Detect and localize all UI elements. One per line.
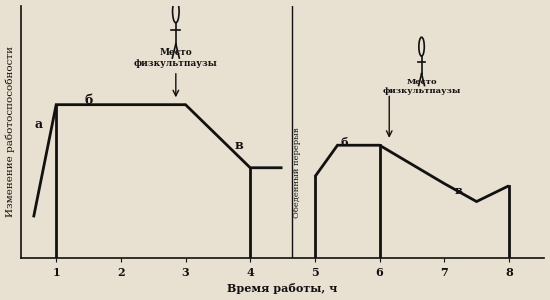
Text: Место
физкультпаузы: Место физкультпаузы — [382, 78, 461, 95]
Text: в: в — [234, 139, 243, 152]
Text: б: б — [84, 94, 92, 107]
Text: б: б — [340, 137, 348, 148]
Y-axis label: Изменение работоспособности: Изменение работоспособности — [6, 46, 15, 217]
Text: а: а — [34, 118, 42, 131]
X-axis label: Время работы, ч: Время работы, ч — [227, 284, 338, 294]
Text: в: в — [454, 185, 463, 196]
Text: Место
физкультпаузы: Место физкультпаузы — [134, 48, 218, 68]
Text: Обеденный перерыв: Обеденный перерыв — [293, 127, 301, 218]
